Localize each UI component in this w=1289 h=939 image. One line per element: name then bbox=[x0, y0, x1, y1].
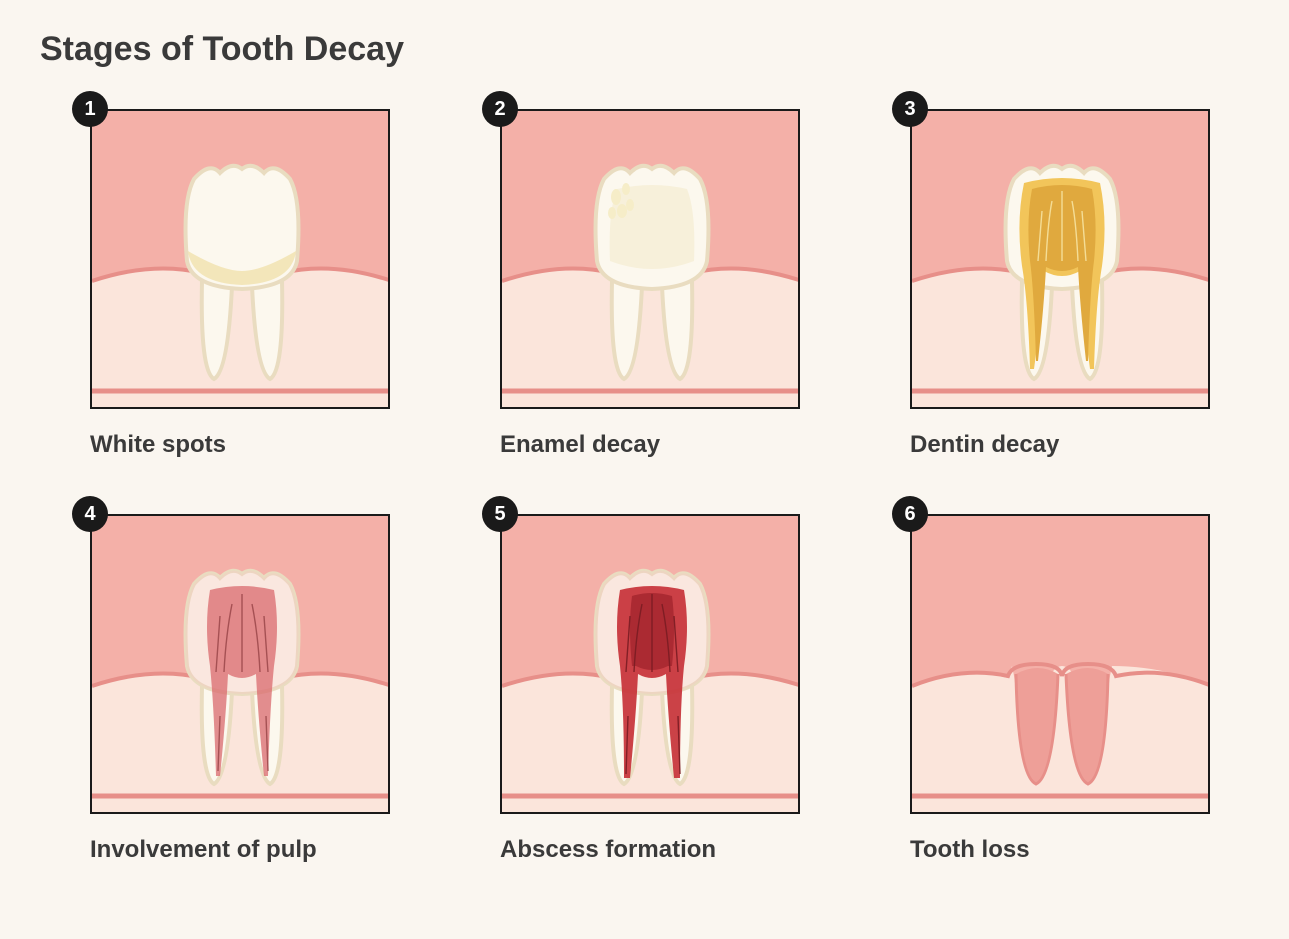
stage-panel bbox=[90, 109, 390, 409]
stage-badge: 5 bbox=[482, 496, 518, 532]
stage-caption: Tooth loss bbox=[910, 836, 1030, 864]
stage-4: 4 Involvement of pu bbox=[90, 514, 390, 864]
stage-badge: 1 bbox=[72, 91, 108, 127]
stage-caption: Dentin decay bbox=[910, 431, 1059, 459]
stage-caption: White spots bbox=[90, 431, 226, 459]
stage-panel bbox=[500, 514, 800, 814]
stage-caption: Involvement of pulp bbox=[90, 836, 317, 864]
stage-5: 5 Absces bbox=[500, 514, 800, 864]
stage-panel bbox=[910, 514, 1210, 814]
stage-caption: Enamel decay bbox=[500, 431, 660, 459]
stage-badge: 6 bbox=[892, 496, 928, 532]
stage-badge: 4 bbox=[72, 496, 108, 532]
stages-grid: 1 bbox=[40, 109, 1249, 864]
stage-panel bbox=[500, 109, 800, 409]
stage-1: 1 bbox=[90, 109, 390, 459]
page-title: Stages of Tooth Decay bbox=[40, 30, 1249, 69]
stage-3: 3 Dentin decay bbox=[910, 109, 1210, 459]
stage-badge: 3 bbox=[892, 91, 928, 127]
stage-2: 2 bbox=[500, 109, 800, 459]
stage-6: 6 Tooth loss bbox=[910, 514, 1210, 864]
stage-panel bbox=[90, 514, 390, 814]
stage-caption: Abscess formation bbox=[500, 836, 716, 864]
stage-badge: 2 bbox=[482, 91, 518, 127]
stage-panel bbox=[910, 109, 1210, 409]
